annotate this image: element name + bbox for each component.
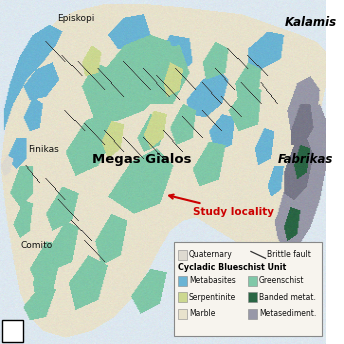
Bar [2, 320, 23, 342]
Text: Metabasites: Metabasites [189, 276, 236, 285]
Text: Finikas: Finikas [28, 145, 58, 154]
Text: Comito: Comito [20, 241, 52, 250]
Text: Banded metat.: Banded metat. [259, 293, 316, 302]
Text: Quaternary: Quaternary [189, 250, 233, 259]
Text: Metasediment.: Metasediment. [259, 309, 316, 318]
Bar [248, 276, 257, 286]
Bar [178, 292, 187, 302]
Bar [178, 276, 187, 286]
Bar [248, 292, 257, 302]
Text: Fabrikas: Fabrikas [278, 153, 333, 166]
Bar [178, 309, 187, 319]
Text: Serpentinite: Serpentinite [189, 293, 236, 302]
Bar [248, 309, 257, 319]
Text: Brittle fault: Brittle fault [267, 250, 310, 259]
Text: Megas Gialos: Megas Gialos [92, 153, 191, 166]
Text: Kalamis: Kalamis [284, 16, 337, 29]
Text: Study locality: Study locality [169, 195, 275, 217]
Text: Episkopi: Episkopi [57, 14, 94, 23]
Bar [174, 242, 322, 336]
Text: Marble: Marble [189, 309, 215, 318]
Bar [178, 250, 187, 260]
Text: Cycladic Blueschist Unit: Cycladic Blueschist Unit [178, 263, 286, 272]
Text: Greenschist: Greenschist [259, 276, 304, 285]
